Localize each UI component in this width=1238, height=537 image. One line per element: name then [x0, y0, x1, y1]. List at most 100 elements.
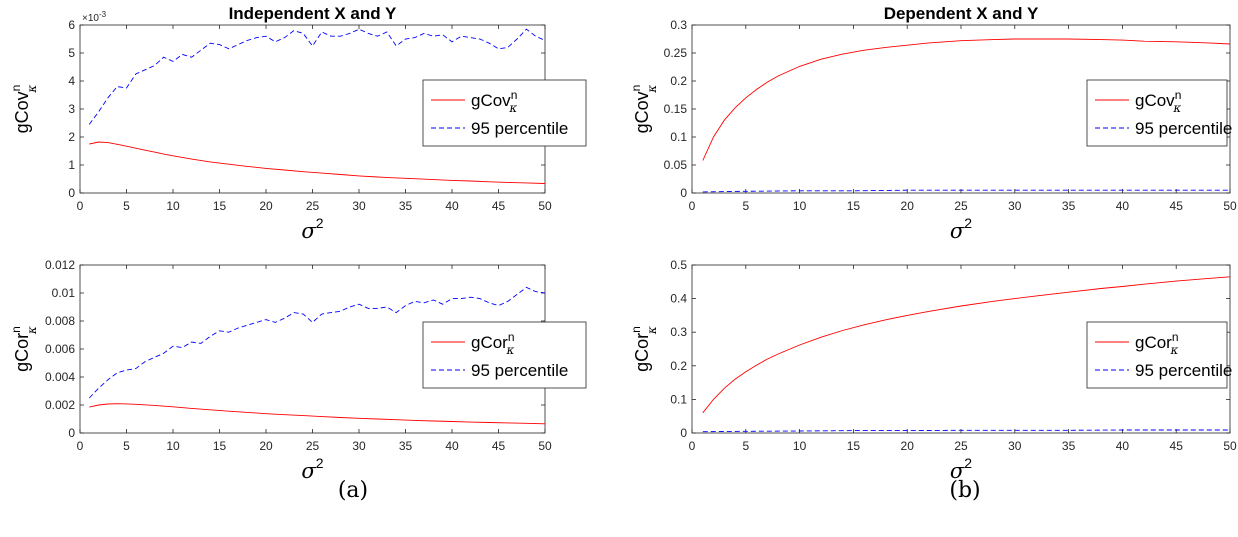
x-tick-label: 0 — [77, 439, 84, 453]
y-tick-label: 0.1 — [670, 130, 687, 144]
x-tick-label: 35 — [399, 199, 413, 213]
x-tick-label: 50 — [538, 199, 552, 213]
x-tick-label: 25 — [954, 439, 968, 453]
y-tick-label: 0.15 — [664, 102, 688, 116]
y-tick-label: 0 — [68, 186, 75, 200]
x-tick-label: 20 — [901, 439, 915, 453]
y-tick-label: 3 — [68, 102, 75, 116]
x-tick-label: 50 — [1223, 199, 1237, 213]
x-tick-label: 20 — [259, 439, 273, 453]
x-tick-label: 50 — [538, 439, 552, 453]
y-multiplier: ×10-3 — [82, 10, 107, 24]
x-tick-label: 10 — [166, 199, 180, 213]
y-tick-label: 6 — [68, 18, 75, 32]
y-tick-label: 0.2 — [670, 74, 687, 88]
x-tick-label: 30 — [352, 439, 366, 453]
y-tick-label: 0 — [680, 186, 687, 200]
x-axis-label: σ2 — [301, 215, 323, 243]
x-tick-label: 25 — [954, 199, 968, 213]
caption-b: (b) — [949, 478, 981, 503]
legend-label-statistic: gCorn κ — [1135, 330, 1179, 357]
series-line-95-percentile — [88, 28, 546, 125]
x-tick-label: 30 — [1008, 439, 1022, 453]
legend-label-statistic: gCorn κ — [471, 330, 515, 357]
x-tick-label: 30 — [1008, 199, 1022, 213]
y-tick-label: 0.006 — [45, 342, 75, 356]
x-tick-label: 45 — [1170, 199, 1184, 213]
y-tick-label: 0.25 — [664, 46, 688, 60]
x-axis-label: σ2 — [950, 215, 972, 243]
legend-label-95-percentile: 95 percentile — [1135, 119, 1232, 138]
x-tick-label: 5 — [123, 439, 130, 453]
y-tick-label: 5 — [68, 46, 75, 60]
chart-title: Dependent X and Y — [884, 4, 1039, 23]
x-tick-label: 15 — [847, 199, 861, 213]
x-tick-label: 10 — [166, 439, 180, 453]
y-tick-label: 0.008 — [45, 314, 75, 328]
x-tick-label: 25 — [306, 439, 320, 453]
y-axis-label: gCorn κ — [629, 326, 659, 372]
y-tick-label: 0.4 — [670, 292, 687, 306]
panel-dependent-gcor: 0 5 10 15 20 25 30 35 40 45 50 0 0.1 0.2 0.3 0.4 0.5 σ2 gC… — [629, 258, 1237, 483]
series-line-95-percentile — [702, 429, 1230, 433]
x-tick-label: 35 — [399, 439, 413, 453]
y-tick-label: 0.3 — [670, 325, 687, 339]
y-axis-label: gCovn κ — [9, 85, 39, 134]
x-tick-label: 15 — [213, 199, 227, 213]
x-tick-label: 15 — [847, 439, 861, 453]
y-tick-label: 0.1 — [670, 392, 687, 406]
x-axis-label: σ2 — [301, 455, 323, 483]
y-tick-label: 4 — [68, 74, 75, 88]
legend-label-statistic: gCovn κ — [1135, 88, 1181, 115]
x-tick-label: 15 — [213, 439, 227, 453]
x-tick-label: 20 — [901, 199, 915, 213]
legend-label-statistic: gCovn κ — [471, 88, 517, 115]
x-tick-label: 10 — [793, 199, 807, 213]
x-tick-label: 40 — [445, 439, 459, 453]
chart-title: Independent X and Y — [229, 4, 397, 23]
series-line-statistic — [702, 38, 1231, 161]
y-tick-label: 0.05 — [664, 158, 688, 172]
y-tick-label: 0.3 — [670, 18, 687, 32]
y-tick-label: 0.5 — [670, 258, 687, 272]
x-tick-label: 25 — [306, 199, 320, 213]
x-tick-label: 10 — [793, 439, 807, 453]
panel-independent-gcor: 0 5 10 15 20 25 30 35 40 45 50 0 0.002 0.004 0.006 0.00… — [9, 258, 587, 483]
panel-dependent-gcov: 0 5 10 15 20 25 30 35 40 45 50 0 0.05 0.1 0.15 0.2 0.25 0… — [629, 4, 1237, 243]
legend-box — [1086, 321, 1228, 389]
caption-a: (a) — [337, 478, 369, 503]
y-tick-label: 1 — [68, 158, 75, 172]
y-tick-label: 2 — [68, 130, 75, 144]
x-tick-label: 0 — [689, 199, 696, 213]
y-tick-label: 0.2 — [670, 359, 687, 373]
x-tick-label: 5 — [742, 199, 749, 213]
y-tick-label: 0.002 — [45, 398, 75, 412]
x-tick-label: 20 — [259, 199, 273, 213]
y-tick-label: 0 — [68, 426, 75, 440]
x-tick-label: 0 — [689, 439, 696, 453]
y-axis-label: gCorn κ — [9, 326, 39, 372]
x-tick-label: 35 — [1062, 439, 1076, 453]
series-line-statistic — [702, 276, 1231, 414]
x-tick-label: 50 — [1223, 439, 1237, 453]
y-tick-label: 0 — [680, 426, 687, 440]
legend-box — [1086, 79, 1228, 147]
legend-label-95-percentile: 95 percentile — [471, 119, 568, 138]
legend-label-95-percentile: 95 percentile — [1135, 361, 1232, 380]
x-tick-label: 40 — [445, 199, 459, 213]
series-line-statistic — [89, 141, 546, 184]
legend-box — [422, 79, 587, 147]
x-tick-label: 35 — [1062, 199, 1076, 213]
series-line-95-percentile — [88, 286, 546, 399]
y-tick-label: 0.012 — [45, 258, 75, 272]
legend-box — [422, 321, 587, 389]
legend-label-95-percentile: 95 percentile — [471, 361, 568, 380]
x-tick-label: 5 — [742, 439, 749, 453]
x-tick-label: 45 — [492, 199, 506, 213]
x-axis-label: σ2 — [950, 455, 972, 483]
x-tick-label: 40 — [1116, 439, 1130, 453]
y-tick-label: 0.004 — [45, 370, 75, 384]
series-line-95-percentile — [702, 189, 1230, 193]
